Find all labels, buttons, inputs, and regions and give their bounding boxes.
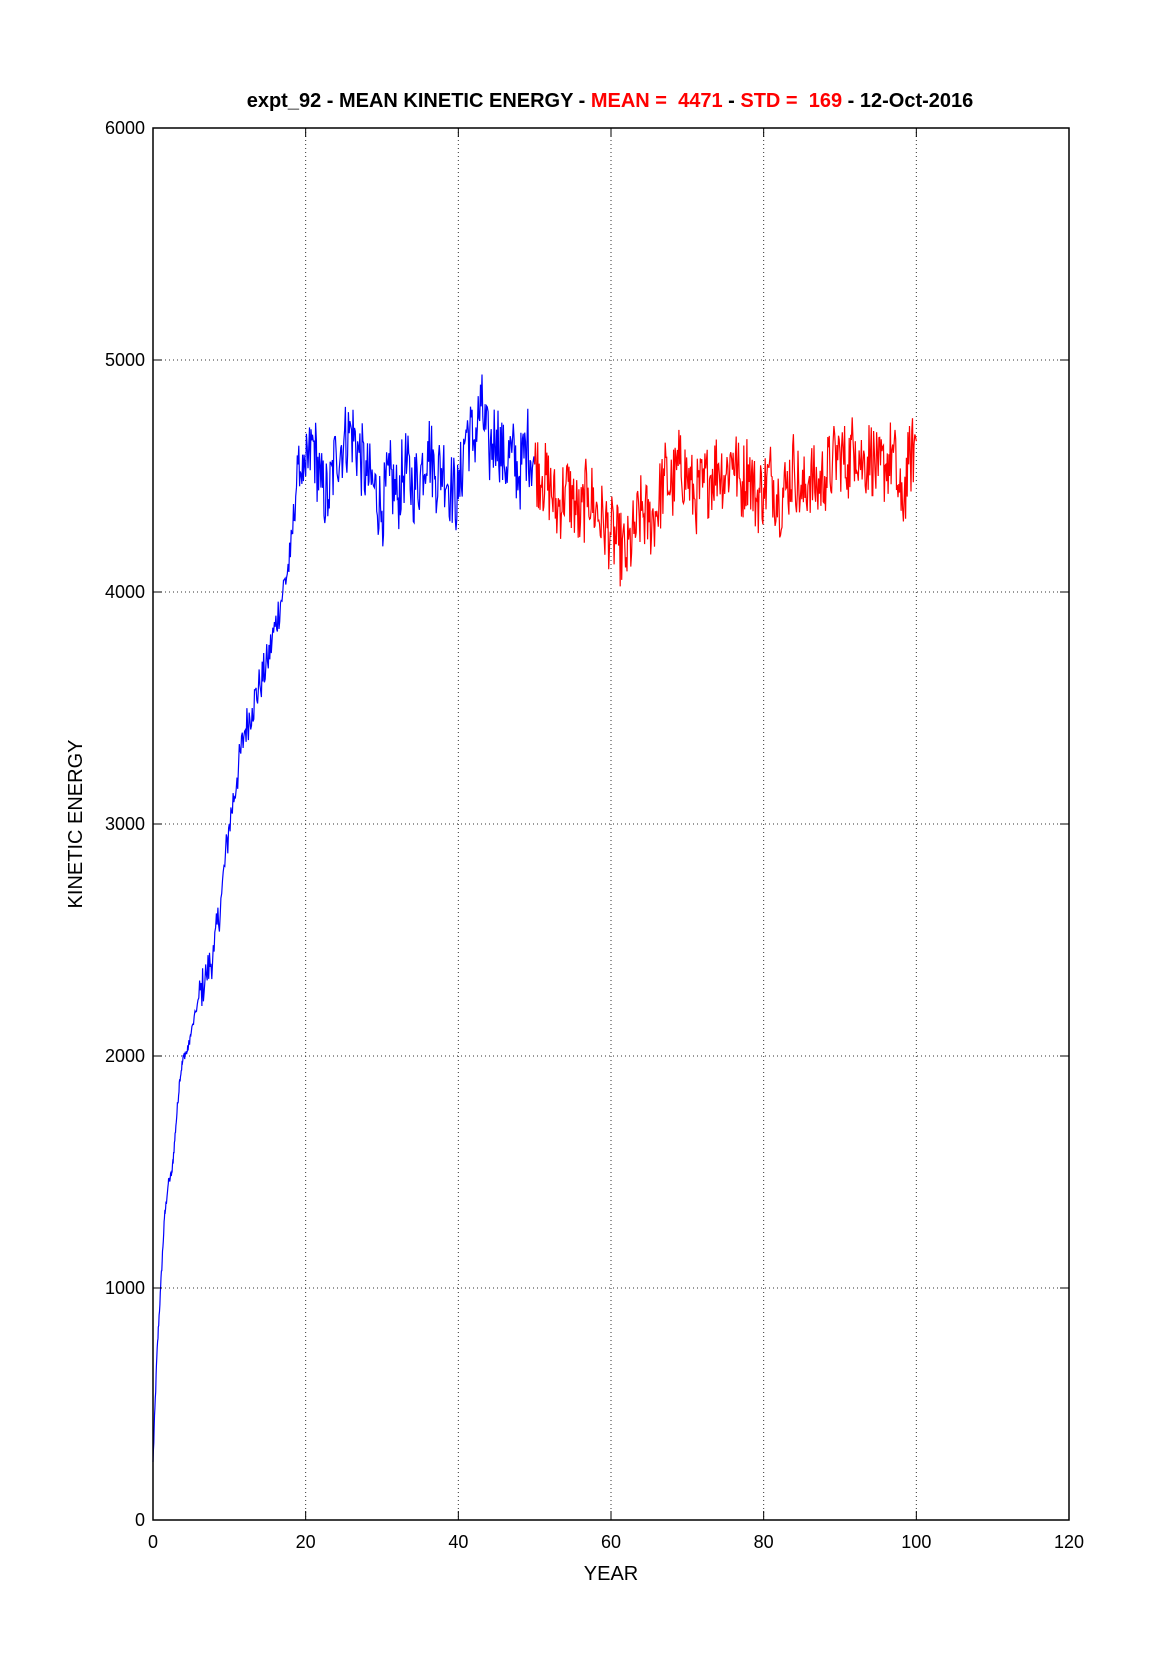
title-part-3: STD = 169 <box>740 90 842 112</box>
y-tick-label: 0 <box>135 1510 145 1530</box>
series-line-0 <box>152 374 536 1463</box>
x-tick-label: 20 <box>296 1532 316 1552</box>
ticks: 0 20 40 60 80 100 120 0 1000 2000 3000 4000 5000 6000 <box>105 118 1084 1552</box>
series-line-1 <box>534 417 917 587</box>
title-part-2: - <box>723 90 741 112</box>
chart-title: expt_92 - MEAN KINETIC ENERGY - MEAN = 4… <box>247 90 974 112</box>
title-part-0: expt_92 - MEAN KINETIC ENERGY - <box>247 90 591 112</box>
x-tick-label: 100 <box>901 1532 931 1552</box>
x-axis-label: YEAR <box>584 1563 638 1585</box>
x-tick-label: 80 <box>754 1532 774 1552</box>
x-tick-label: 0 <box>148 1532 158 1552</box>
y-tick-label: 1000 <box>105 1278 145 1298</box>
y-tick-label: 3000 <box>105 814 145 834</box>
y-tick-label: 2000 <box>105 1046 145 1066</box>
title-part-4: - 12-Oct-2016 <box>842 90 973 112</box>
y-tick-label: 4000 <box>105 582 145 602</box>
x-tick-label: 60 <box>601 1532 621 1552</box>
series-group <box>152 374 917 1463</box>
y-tick-label: 5000 <box>105 350 145 370</box>
grid <box>153 128 1069 1520</box>
x-tick-label: 40 <box>448 1532 468 1552</box>
x-tick-label: 120 <box>1054 1532 1084 1552</box>
y-axis-label: KINETIC ENERGY <box>65 740 87 909</box>
y-tick-label: 6000 <box>105 118 145 138</box>
title-part-1: MEAN = 4471 <box>591 90 723 112</box>
